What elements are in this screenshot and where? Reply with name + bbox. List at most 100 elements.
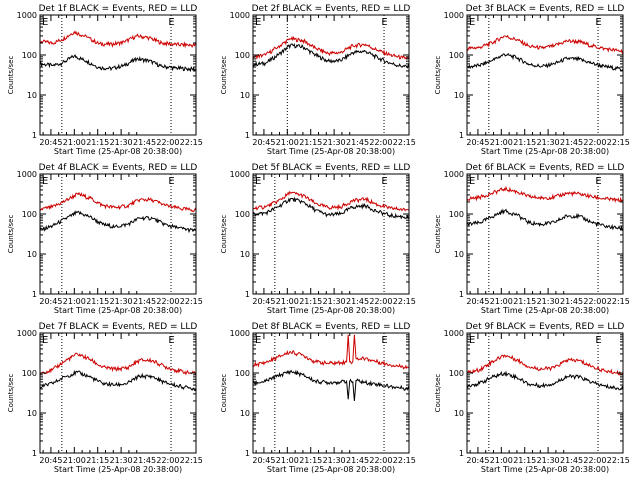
e-label-2: E: [168, 17, 174, 28]
x-tick-label: 21:30: [537, 456, 560, 465]
e-label-1: E: [469, 17, 475, 28]
y-axis-label: Counts/sec: [434, 215, 442, 254]
e-label-2: E: [595, 176, 601, 187]
x-tick-label: 21:30: [110, 297, 133, 306]
x-tick-label: 21:15: [299, 297, 322, 306]
e-label-2: E: [168, 176, 174, 187]
x-tick-label: 22:15: [607, 456, 630, 465]
x-tick-label: 21:30: [323, 138, 346, 147]
x-tick-label: 22:15: [393, 138, 416, 147]
series-line-events: [252, 369, 410, 402]
y-tick-label: 1: [32, 131, 37, 140]
y-tick-label: 1: [32, 449, 37, 458]
x-tick-label: 22:15: [607, 138, 630, 147]
x-tick-label: 21:30: [537, 138, 560, 147]
y-tick-label: 1: [245, 290, 250, 299]
x-tick-label: 21:15: [86, 297, 109, 306]
panel-title: Det 5f BLACK = Events, RED = LLD: [252, 163, 411, 173]
y-tick-label: 10: [27, 409, 37, 418]
x-tick-label: 20:45: [39, 297, 62, 306]
x-tick-label: 22:00: [369, 297, 392, 306]
x-tick-label: 22:00: [156, 138, 179, 147]
e-label-2: E: [595, 335, 601, 346]
y-tick-label: 10: [240, 409, 250, 418]
y-tick-label: 100: [235, 210, 250, 219]
panel-title: Det 8f BLACK = Events, RED = LLD: [252, 322, 411, 332]
x-tick-label: 20:45: [252, 138, 275, 147]
y-tick-label: 10: [240, 91, 250, 100]
series-line-events: [466, 52, 624, 71]
x-tick-label: 22:15: [180, 456, 203, 465]
panel-title: Det 7f BLACK = Events, RED = LLD: [39, 322, 198, 332]
series-line-lld: [466, 354, 624, 376]
x-tick-label: 21:45: [560, 456, 583, 465]
panel-title: Det 1f BLACK = Events, RED = LLD: [39, 4, 198, 14]
y-axis-label: Counts/sec: [220, 215, 228, 254]
x-tick-label: 21:00: [490, 456, 513, 465]
e-label-2: E: [381, 335, 387, 346]
x-tick-label: 22:00: [369, 138, 392, 147]
plot-frame: [39, 173, 197, 295]
y-tick-label: 1000: [230, 11, 250, 20]
x-tick-label: 22:15: [607, 297, 630, 306]
x-tick-label: 21:45: [346, 138, 369, 147]
plot-frame: [466, 332, 624, 454]
x-tick-label: 21:45: [133, 138, 156, 147]
e-label-1: E: [255, 176, 261, 187]
y-axis-label: Counts/sec: [220, 374, 228, 413]
x-tick-label: 21:15: [513, 297, 536, 306]
series-line-lld: [252, 190, 410, 212]
y-tick-label: 1000: [230, 329, 250, 338]
y-tick-label: 10: [27, 91, 37, 100]
series-line-lld: [39, 30, 197, 49]
y-tick-label: 1000: [17, 329, 37, 338]
x-axis-label: Start Time (25-Apr-08 20:38:00): [267, 306, 395, 315]
x-tick-label: 21:45: [560, 138, 583, 147]
x-tick-label: 21:15: [299, 138, 322, 147]
x-tick-label: 20:45: [252, 456, 275, 465]
panel-3: Det 3f BLACK = Events, RED = LLD E E 1 10 100…: [434, 4, 630, 156]
series-line-events: [39, 210, 197, 234]
x-axis-label: Start Time (25-Apr-08 20:38:00): [481, 147, 609, 156]
e-label-1: E: [469, 335, 475, 346]
series-line-events: [252, 196, 410, 220]
series-line-lld: [252, 334, 410, 370]
series-line-events: [466, 370, 624, 391]
x-tick-label: 22:00: [156, 456, 179, 465]
y-tick-label: 10: [27, 250, 37, 259]
x-tick-label: 21:15: [86, 138, 109, 147]
e-label-1: E: [42, 335, 48, 346]
plot-frame: [252, 173, 410, 295]
series-line-lld: [466, 185, 624, 204]
panel-5: Det 5f BLACK = Events, RED = LLD E E 1 10 100…: [220, 163, 416, 315]
e-label-2: E: [381, 17, 387, 28]
x-tick-label: 21:15: [86, 456, 109, 465]
series-line-events: [252, 42, 410, 69]
y-tick-label: 10: [240, 250, 250, 259]
y-tick-label: 1: [245, 131, 250, 140]
e-label-1: E: [469, 176, 475, 187]
x-axis-label: Start Time (25-Apr-08 20:38:00): [54, 306, 182, 315]
e-label-1: E: [255, 17, 261, 28]
plot-frame: [252, 14, 410, 136]
y-axis-label: Counts/sec: [220, 56, 228, 95]
y-tick-label: 1000: [17, 170, 37, 179]
x-tick-label: 21:15: [513, 138, 536, 147]
y-tick-label: 100: [449, 51, 464, 60]
series-line-events: [39, 54, 197, 73]
y-tick-label: 1: [459, 449, 464, 458]
y-tick-label: 1: [459, 290, 464, 299]
x-tick-label: 21:45: [346, 456, 369, 465]
x-tick-label: 21:45: [560, 297, 583, 306]
panel-1: Det 1f BLACK = Events, RED = LLD E E 1 10 100…: [7, 4, 203, 156]
x-tick-label: 21:30: [323, 297, 346, 306]
series-line-events: [39, 369, 197, 391]
y-axis-label: Counts/sec: [7, 215, 15, 254]
panel-title: Det 3f BLACK = Events, RED = LLD: [466, 4, 625, 14]
x-tick-label: 21:15: [299, 456, 322, 465]
y-axis-label: Counts/sec: [7, 56, 15, 95]
e-label-1: E: [255, 335, 261, 346]
series-line-lld: [252, 35, 410, 60]
series-line-lld: [466, 34, 624, 55]
